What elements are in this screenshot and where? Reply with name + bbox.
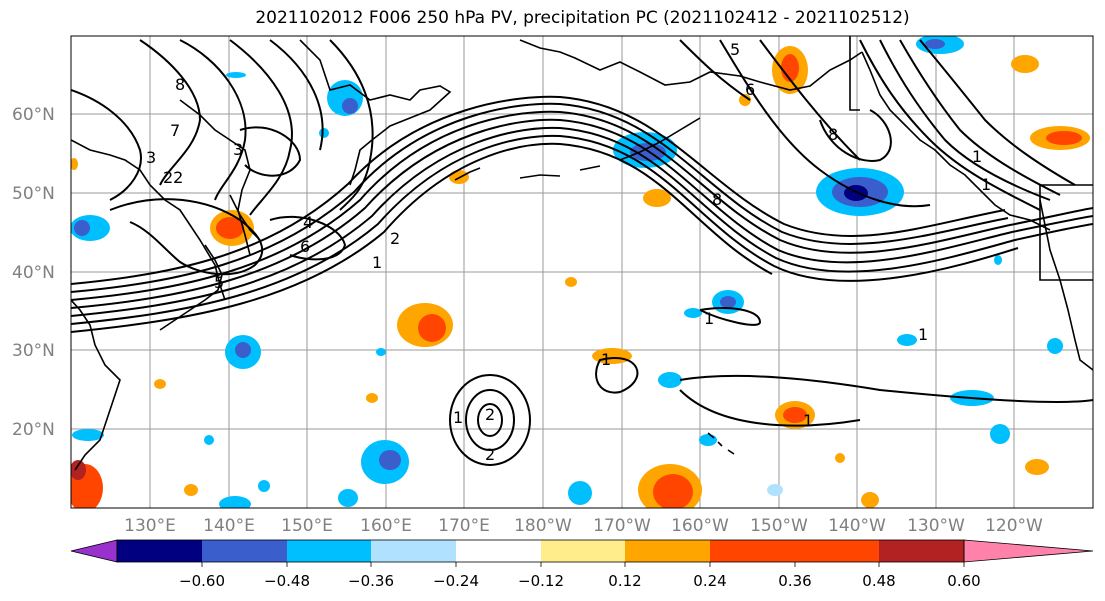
- contour-label: 1: [981, 175, 991, 194]
- colorbar-bin: [456, 540, 541, 562]
- colorbar-bin: [795, 540, 880, 562]
- graticule: [71, 36, 1093, 508]
- colorbar-bin: [287, 540, 372, 562]
- lon-label: 140°W: [828, 516, 886, 536]
- colorbar-tick: 0.24: [693, 572, 726, 590]
- contour-label: 1: [453, 408, 463, 427]
- lon-label: 120°W: [985, 516, 1043, 536]
- contour-label: 1: [704, 309, 714, 328]
- colorbar: [70, 539, 1094, 563]
- colorbar-bin: [371, 540, 456, 562]
- colorbar-tick: −0.48: [264, 572, 310, 590]
- contour-label: 3: [146, 148, 156, 167]
- longitude-labels: 130°E 140°E 150°E 160°E 170°E 180°W 170°…: [124, 516, 1043, 536]
- lat-label: 30°N: [12, 341, 55, 361]
- lon-label: 160°E: [360, 516, 412, 536]
- colorbar-tick: 0.60: [947, 572, 980, 590]
- colorbar-bin: [202, 540, 287, 562]
- lon-label: 130°W: [907, 516, 965, 536]
- lon-label: 180°W: [514, 516, 572, 536]
- colorbar-tick: −0.60: [179, 572, 225, 590]
- colorbar-tick: 0.48: [862, 572, 895, 590]
- colorbar-bin: [625, 540, 710, 562]
- lon-label: 150°W: [750, 516, 808, 536]
- contour-label: 4: [303, 213, 313, 232]
- contour-label: 2: [390, 229, 400, 248]
- contour-label: 1: [918, 325, 928, 344]
- colorbar-tick: −0.12: [518, 572, 564, 590]
- colorbar-tick: 0.36: [778, 572, 811, 590]
- contour-labels: 8 7 3 22 3 4 6 5 1 2 1 2 2 1 1 1 5 6 8 8…: [146, 40, 991, 464]
- contour-label: 22: [163, 168, 183, 187]
- contour-label: 2: [485, 445, 495, 464]
- contour-label: 1: [803, 411, 813, 430]
- contour-label: 6: [745, 80, 755, 99]
- colorbar-bin: [710, 540, 795, 562]
- precip-shading: [71, 36, 1090, 508]
- contour-label: 1: [601, 350, 611, 369]
- contour-label: 6: [300, 237, 310, 256]
- pv-contours: [71, 39, 1093, 466]
- colorbar-tick: −0.36: [348, 572, 394, 590]
- lon-label: 140°E: [203, 516, 255, 536]
- colorbar-extend-left: [70, 539, 118, 563]
- colorbar-tick: 0.12: [608, 572, 641, 590]
- colorbar-tick: −0.24: [433, 572, 479, 590]
- lat-label: 60°N: [12, 105, 55, 125]
- map-frame: [70, 35, 1094, 509]
- colorbar-bin: [541, 540, 626, 562]
- lon-label: 160°W: [671, 516, 729, 536]
- lon-label: 170°W: [593, 516, 651, 536]
- lon-label: 150°E: [281, 516, 333, 536]
- colorbar-bin: [117, 540, 202, 562]
- contour-label: 5: [730, 40, 740, 59]
- contour-label: 1: [372, 253, 382, 272]
- contour-label: 2: [485, 405, 495, 424]
- contour-label: 8: [175, 75, 185, 94]
- lat-label: 20°N: [12, 420, 55, 440]
- colorbar-extend-right: [963, 539, 1094, 563]
- lon-label: 130°E: [124, 516, 176, 536]
- contour-label: 5: [214, 273, 224, 292]
- lat-label: 50°N: [12, 184, 55, 204]
- lat-label: 40°N: [12, 263, 55, 283]
- contour-label: 7: [170, 121, 180, 140]
- contour-label: 8: [828, 125, 838, 144]
- latitude-labels: 60°N 50°N 40°N 30°N 20°N: [12, 105, 55, 440]
- lon-label: 170°E: [438, 516, 490, 536]
- contour-label: 1: [972, 147, 982, 166]
- map-title: 2021102012 F006 250 hPa PV, precipitatio…: [255, 8, 910, 28]
- contour-label: 3: [233, 140, 243, 159]
- colorbar-ticks: −0.60 −0.48 −0.36 −0.24 −0.12 0.12 0.24 …: [179, 572, 981, 590]
- colorbar-bin: [879, 540, 964, 562]
- contour-label: 8: [712, 190, 722, 209]
